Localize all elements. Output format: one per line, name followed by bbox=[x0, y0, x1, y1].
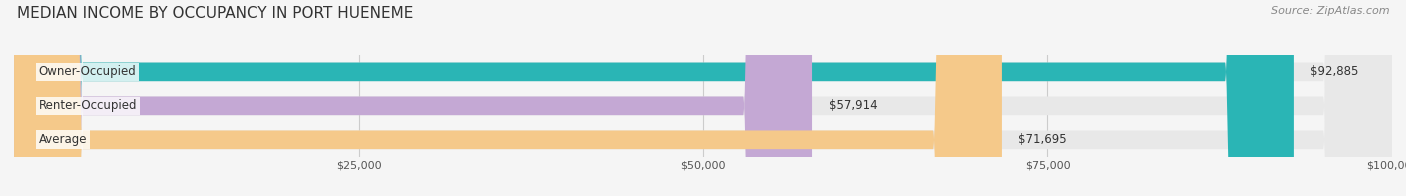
FancyBboxPatch shape bbox=[14, 0, 813, 196]
FancyBboxPatch shape bbox=[14, 0, 1392, 196]
Text: $92,885: $92,885 bbox=[1310, 65, 1358, 78]
Text: $71,695: $71,695 bbox=[1018, 133, 1067, 146]
FancyBboxPatch shape bbox=[14, 0, 1392, 196]
Text: MEDIAN INCOME BY OCCUPANCY IN PORT HUENEME: MEDIAN INCOME BY OCCUPANCY IN PORT HUENE… bbox=[17, 6, 413, 21]
FancyBboxPatch shape bbox=[14, 0, 1392, 196]
Text: Source: ZipAtlas.com: Source: ZipAtlas.com bbox=[1271, 6, 1389, 16]
Text: Owner-Occupied: Owner-Occupied bbox=[39, 65, 136, 78]
Text: $57,914: $57,914 bbox=[828, 99, 877, 112]
Text: Renter-Occupied: Renter-Occupied bbox=[39, 99, 138, 112]
FancyBboxPatch shape bbox=[14, 0, 1002, 196]
FancyBboxPatch shape bbox=[14, 0, 1294, 196]
Text: Average: Average bbox=[39, 133, 87, 146]
